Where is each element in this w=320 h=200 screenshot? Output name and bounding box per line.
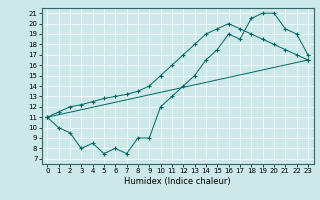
X-axis label: Humidex (Indice chaleur): Humidex (Indice chaleur) bbox=[124, 177, 231, 186]
